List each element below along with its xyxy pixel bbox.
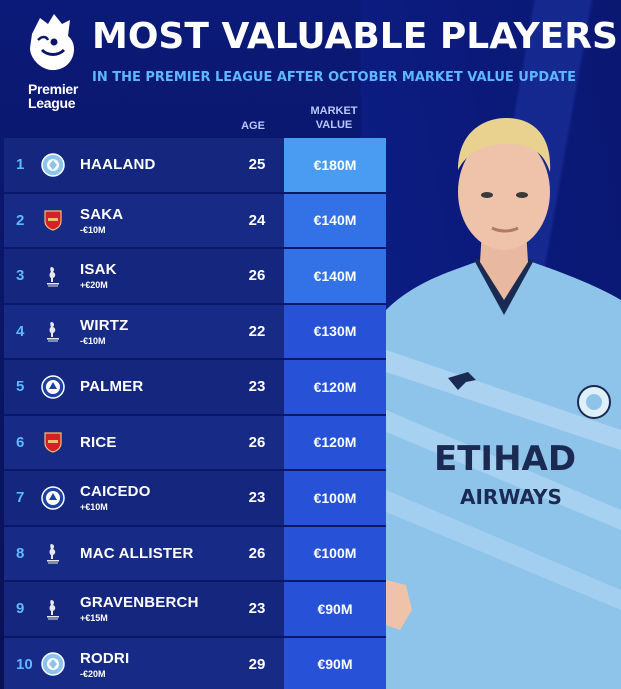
player-age: 26 (248, 433, 266, 451)
player-name: SAKA (80, 205, 124, 223)
player-name-cell: ISAK +€20M (80, 249, 117, 303)
player-name-cell: WIRTZ -€10M (80, 305, 128, 359)
player-name-cell: CAICEDO +€10M (80, 471, 151, 525)
player-name-cell: PALMER (80, 360, 143, 414)
player-name: RICE (80, 433, 117, 451)
value-change: -€10M (80, 335, 106, 346)
rank-number: 4 (16, 322, 25, 340)
player-age: 26 (248, 267, 266, 285)
player-age: 26 (248, 544, 266, 562)
column-header-market: MARKET (310, 105, 358, 117)
player-name: PALMER (80, 378, 144, 396)
liverpool-crest-icon (40, 596, 66, 622)
liverpool-crest-icon (40, 318, 66, 344)
premier-league-logo: Premier League (18, 10, 84, 110)
value-change: -€10M (80, 224, 106, 235)
player-name-cell: GRAVENBERCH +€15M (80, 582, 199, 636)
player-name-cell: HAALAND (80, 138, 156, 192)
player-photo: ETIHAD AIRWAYS (386, 118, 621, 689)
rank-number: 3 (16, 267, 25, 285)
market-value: €140M (284, 249, 386, 303)
page-title: MOST VALUABLE PLAYERS (92, 16, 618, 57)
player-name: MAC ALLISTER (80, 544, 194, 562)
table-row: 4 WIRTZ -€10M 22 €130M (4, 304, 386, 360)
market-value: €100M (284, 526, 386, 580)
table-row: 2 SAKA -€10M 24 €140M (4, 193, 386, 249)
liverpool-crest-icon (40, 540, 66, 566)
player-age: 22 (248, 322, 266, 340)
lion-icon (30, 14, 74, 71)
table-row: 6 RICE 26 €120M (4, 415, 386, 471)
player-name-cell: RODRI -€20M (80, 638, 129, 689)
table-row: 9 GRAVENBERCH +€15M 23 €90M (4, 582, 386, 638)
rank-number: 8 (16, 544, 25, 562)
table-row: 8 MAC ALLISTER 26 €100M (4, 526, 386, 582)
market-value: €120M (284, 415, 386, 469)
table-row: 3 ISAK +€20M 26 €140M (4, 249, 386, 305)
table-row: 10 RODRI -€20M 29 €90M (4, 637, 386, 689)
market-value: €120M (284, 360, 386, 414)
rank-number: 10 (16, 655, 33, 673)
market-value: €90M (284, 637, 386, 689)
column-header-market-value: MARKET VALUE (284, 104, 384, 132)
market-value: €100M (284, 471, 386, 525)
player-name: WIRTZ (80, 316, 129, 334)
value-change: +€10M (80, 502, 108, 513)
market-value: €130M (284, 304, 386, 358)
column-header-age: AGE (241, 120, 265, 132)
page-subtitle: IN THE PREMIER LEAGUE AFTER OCTOBER MARK… (92, 70, 576, 85)
table-row: 1 HAALAND 25 €180M (4, 138, 386, 194)
market-value: €90M (284, 582, 386, 636)
liverpool-crest-icon (40, 263, 66, 289)
player-age: 29 (248, 655, 266, 673)
rank-number: 9 (16, 600, 25, 618)
puma-logo-icon (448, 372, 476, 390)
rank-number: 1 (16, 156, 25, 174)
arsenal-crest-icon (40, 429, 66, 455)
player-name: ISAK (80, 261, 117, 279)
rank-number: 7 (16, 489, 25, 507)
value-change: +€15M (80, 613, 108, 624)
column-header-value: VALUE (315, 119, 353, 131)
market-value: €140M (284, 193, 386, 247)
player-age: 23 (248, 489, 266, 507)
player-age: 23 (248, 378, 266, 396)
table-row: 7 CAICEDO +€10M 23 €100M (4, 471, 386, 527)
value-change: +€20M (80, 280, 108, 291)
player-name: CAICEDO (80, 483, 151, 501)
chelsea-crest-icon (40, 485, 66, 511)
player-name-cell: RICE (80, 416, 117, 470)
player-name-cell: MAC ALLISTER (80, 527, 194, 581)
chelsea-crest-icon (40, 374, 66, 400)
logo-wordmark: Premier League (28, 82, 78, 110)
players-table: 1 HAALAND 25 €180M 2 SAKA -€10M 24 €140M… (4, 138, 386, 689)
man-city-crest-icon (40, 152, 66, 178)
player-age: 24 (248, 211, 266, 229)
player-age: 25 (248, 156, 266, 174)
player-name: RODRI (80, 649, 130, 667)
logo-line-premier: Premier (28, 81, 79, 97)
shirt-sponsor-text: ETIHAD (434, 439, 576, 479)
player-name-cell: SAKA -€10M (80, 194, 123, 248)
player-name: HAALAND (80, 156, 156, 174)
rank-number: 2 (16, 211, 25, 229)
market-value: €180M (284, 138, 386, 192)
rank-number: 5 (16, 378, 25, 396)
shirt-sponsor-subtext: AIRWAYS (460, 485, 562, 509)
player-age: 23 (248, 600, 266, 618)
logo-line-league: League (28, 95, 76, 111)
value-change: -€20M (80, 668, 106, 679)
player-name: GRAVENBERCH (80, 594, 199, 612)
man-city-crest-icon (40, 651, 66, 677)
arsenal-crest-icon (40, 207, 66, 233)
table-row: 5 PALMER 23 €120M (4, 360, 386, 416)
rank-number: 6 (16, 433, 25, 451)
